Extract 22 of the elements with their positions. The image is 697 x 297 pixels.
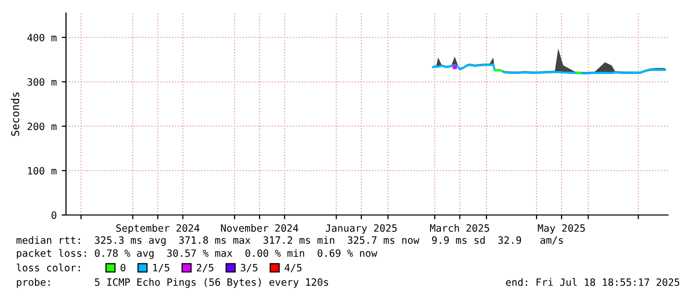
y-tick-label: 0 <box>52 211 56 219</box>
y-tick-label: 300 m <box>28 78 56 86</box>
legend-label: 0 <box>120 264 126 272</box>
legend-label: 2/5 <box>196 264 214 272</box>
x-tick-label: November 2024 <box>221 224 298 232</box>
legend-title: loss color: <box>16 264 80 272</box>
x-tick-label: September 2024 <box>116 224 200 234</box>
text: median rtt: 325.3 ms avg 371.8 ms max 317.2 ms min 325.7 ms now 9.9 ms sd 32.9 am/s <box>16 236 563 246</box>
y-tick-label: 100 m <box>28 167 56 175</box>
text: packet loss: 0.78 % avg 30.57 % max 0.00 % min 0.69 % now <box>16 249 378 259</box>
x-tick-label: January 2025 <box>326 224 397 234</box>
line-series <box>432 63 666 74</box>
y-tick-label: 400 m <box>27 34 56 42</box>
legend-label: 4/5 <box>284 264 302 272</box>
y-axis-title: Seconds <box>10 92 20 136</box>
x-tick-label: May 2025 <box>538 224 585 234</box>
text: end: Fri Jul 18 18:55:17 2025 <box>506 278 680 286</box>
legend-label: 3/5 <box>240 264 258 272</box>
legend-label: 1/5 <box>153 264 170 272</box>
x-tick-label: March 2025 <box>430 224 490 232</box>
y-tick-label: 200 m <box>28 122 56 130</box>
text: probe: 5 ICMP Echo Pings (56 Bytes) every 120s <box>16 278 328 288</box>
